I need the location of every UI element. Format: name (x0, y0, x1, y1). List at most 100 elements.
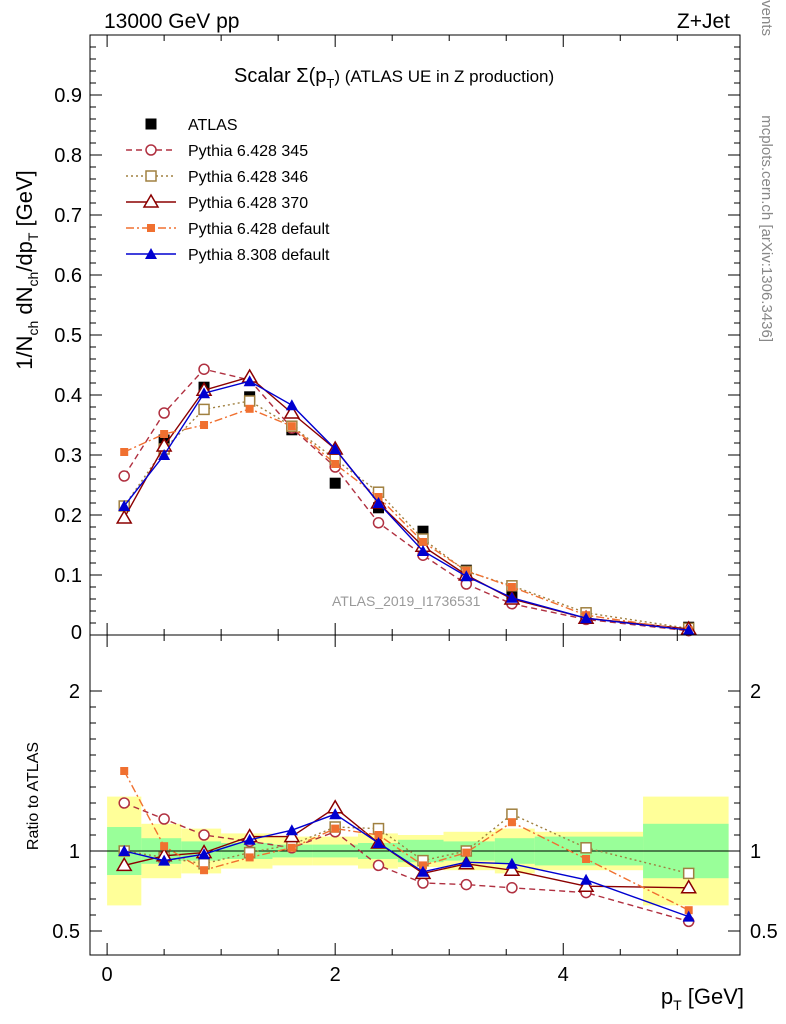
ratio-series-pythia-6-428-default (120, 767, 693, 915)
xlabel-sub: T (673, 997, 682, 1013)
ratio-point-pythia-6-428-370 (680, 879, 697, 894)
plot-title: Scalar Σ(pT) (ATLAS UE in Z production) (234, 65, 554, 91)
series-line-pythia-6-428-345 (123, 368, 689, 632)
ratio-point-pythia-6-428-default (120, 767, 129, 775)
analysis-id: ATLAS_2019_I1736531 (332, 593, 481, 609)
data-point-pythia-6-428-default (418, 538, 427, 546)
process-label: Z+Jet (677, 10, 730, 33)
main-ytick-label: 0.3 (54, 445, 82, 467)
data-point-pythia-8-308-default (372, 497, 385, 508)
ratio-point-pythia-6-428-345 (460, 878, 473, 891)
legend-label: Pythia 6.428 370 (188, 195, 308, 212)
xlabel-unit: [GeV] (682, 984, 744, 1009)
data-point-pythia-8-308-default (505, 591, 518, 603)
ratio-line-pythia-6-428-default (123, 770, 689, 911)
legend-label: Pythia 6.428 346 (188, 169, 308, 186)
data-point-pythia-8-308-default (682, 624, 695, 636)
ratio-ytick-label: 0.5 (52, 921, 80, 943)
ratio-point-pythia-6-428-346 (682, 867, 695, 880)
data-point-pythia-6-428-345 (158, 407, 170, 419)
data-point-pythia-8-308-default (416, 545, 429, 556)
ratio-frame (89, 634, 741, 956)
ratio-panel: 0.5 0.5 1 1 2 2 0 2 4 (52, 634, 778, 986)
ylabel-part-c: /dp (12, 241, 37, 272)
data-point-pythia-6-428-default (200, 421, 209, 429)
ylabel-part-b-sub: ch (25, 272, 41, 287)
ylabel-part-c-sub: T (25, 232, 41, 241)
ratio-point-pythia-6-428-370 (115, 856, 133, 872)
ratio-point-pythia-6-428-default (200, 866, 209, 875)
main-ytick-label: 0.7 (54, 205, 82, 227)
data-point-pythia-6-428-345 (118, 470, 130, 482)
series-pythia-8-308-default (118, 375, 695, 636)
data-point-pythia-8-308-default (285, 399, 298, 411)
series-line-pythia-6-428-default (123, 408, 689, 631)
main-ytick-label: 0.1 (54, 565, 82, 587)
data-point-pythia-6-428-345 (198, 363, 210, 375)
ratio-point-pythia-8-308-default (416, 865, 429, 877)
legend-marker (145, 118, 157, 130)
data-point-pythia-6-428-default (245, 404, 254, 413)
rivet-label: Rivet 3.1.10, ≥ 2.5M events (758, 0, 775, 36)
legend-label: ATLAS (188, 117, 238, 134)
ratio-point-pythia-8-308-default (460, 856, 473, 868)
ratio-point-pythia-6-428-370 (503, 861, 521, 876)
ratio-point-pythia-6-428-345 (198, 829, 210, 841)
ratio-point-pythia-6-428-345 (372, 859, 385, 872)
ratio-point-pythia-6-428-default (418, 861, 427, 870)
ratio-point-pythia-6-428-370 (283, 828, 301, 843)
ylabel-part-a-sub: ch (25, 321, 41, 336)
data-point-pythia-6-428-default (287, 422, 296, 431)
ratio-point-pythia-6-428-default (684, 906, 693, 915)
legend-marker (145, 144, 157, 156)
data-point-pythia-6-428-default (331, 460, 340, 468)
data-point-pythia-8-308-default (118, 500, 131, 511)
ratio-point-pythia-8-308-default (285, 824, 298, 836)
data-point-pythia-8-308-default (198, 387, 211, 399)
main-ytick-zero: 0 (71, 622, 82, 644)
legend-marker (147, 224, 155, 232)
main-ylabel: 1/Nch dNch/dpT [GeV] (12, 170, 41, 370)
main-ytick-label: 0.4 (54, 385, 82, 407)
legend-label: Pythia 6.428 default (188, 221, 330, 238)
data-point-pythia-8-308-default (158, 449, 171, 460)
ratio-point-pythia-8-308-default (158, 854, 171, 866)
main-ytick-label: 0.8 (54, 145, 82, 167)
ratio-point-pythia-6-428-default (245, 853, 254, 862)
ratio-point-pythia-6-428-default (462, 848, 471, 857)
data-point-pythia-8-308-default (329, 443, 342, 454)
ratio-line-pythia-6-428-370 (124, 806, 689, 889)
ratio-point-pythia-8-308-default (198, 848, 211, 860)
ratio-point-pythia-6-428-default (160, 842, 169, 851)
ratio-point-pythia-8-308-default (329, 808, 342, 820)
data-point-pythia-6-428-default (507, 583, 516, 591)
ratio-ytick-label-right: 2 (750, 681, 761, 703)
ratio-point-pythia-6-428-default (287, 843, 296, 852)
data-point-pythia-6-428-default (120, 448, 129, 456)
ylabel-part-d: [GeV] (12, 170, 37, 232)
ratio-ytick-label: 1 (69, 841, 80, 863)
ratio-point-pythia-8-308-default (682, 910, 695, 922)
main-ytick-label: 0.5 (54, 325, 82, 347)
energy-label: 13000 GeV pp (104, 10, 239, 33)
ratio-point-pythia-8-308-default (372, 837, 385, 848)
ratio-point-pythia-6-428-345 (506, 882, 518, 894)
data-point-pythia-8-308-default (243, 375, 256, 387)
xlabel-p: p (661, 984, 673, 1009)
ratio-point-pythia-8-308-default (505, 857, 518, 869)
ratio-ytick-label-right: 1 (750, 841, 761, 863)
ratio-series-pythia-8-308-default (118, 808, 695, 922)
data-point-pythia-8-308-default (580, 612, 593, 624)
ylabel-part-a: 1/N (12, 336, 37, 370)
ratio-line-pythia-6-428-345 (123, 802, 689, 923)
legend-marker (145, 170, 157, 182)
legend-marker (142, 193, 160, 208)
legend-label: Pythia 6.428 345 (188, 143, 308, 160)
main-ytick-label: 0.2 (54, 505, 82, 527)
data-point-pythia-6-428-370 (283, 404, 301, 419)
plot-title-sigma: Σ(p (296, 65, 326, 87)
main-ytick-label: 0.9 (54, 85, 82, 107)
ratio-xtick-label: 2 (330, 964, 341, 986)
ratio-point-pythia-6-428-default (331, 824, 340, 833)
ratio-point-pythia-6-428-345 (417, 877, 429, 889)
